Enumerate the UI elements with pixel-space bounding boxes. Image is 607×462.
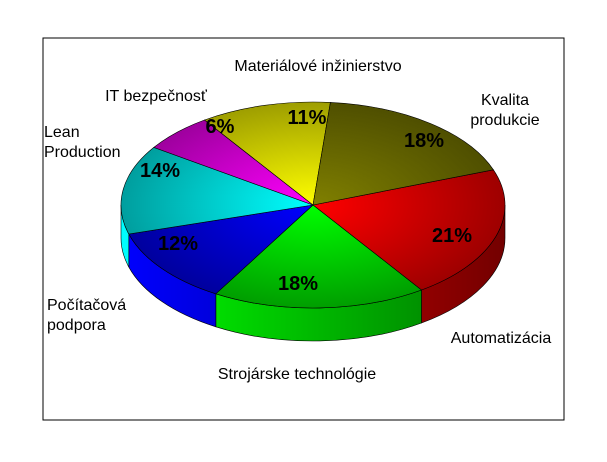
percent-label-kvalita-produkcie: 18% bbox=[404, 130, 444, 152]
category-label-pocitacova-podpora: Počítačová podpora bbox=[47, 297, 126, 334]
category-label-line: Materiálové inžinierstvo bbox=[234, 58, 401, 75]
percent-label-automatizacia: 21% bbox=[432, 225, 472, 247]
category-label-line: Strojárske technológie bbox=[218, 366, 376, 383]
pie-slice-materialove-inzinierstvo bbox=[203, 101, 331, 206]
category-labels: Automatizácia Strojárske technológie Počít… bbox=[44, 58, 551, 383]
category-label-line: Automatizácia bbox=[451, 330, 552, 347]
category-label-line: Počítačová bbox=[47, 297, 126, 314]
pie-slice-kvalita-produkcie bbox=[312, 102, 494, 206]
pie-slice-lean-production bbox=[120, 147, 314, 235]
category-label-line: IT bezpečnosť bbox=[105, 88, 208, 105]
category-label-line: Kvalita bbox=[481, 92, 529, 109]
pie-slice-automatizacia bbox=[312, 169, 506, 291]
category-label-strojarske-technologie: Strojárske technológie bbox=[218, 366, 376, 383]
category-label-lean-production: Lean Production bbox=[44, 124, 121, 161]
category-label-automatizacia: Automatizácia bbox=[451, 330, 552, 347]
percent-label-pocitacova-podpora: 12% bbox=[158, 233, 198, 255]
percent-labels: 21% 18% 12% 14% 6% 11% 18% bbox=[140, 107, 472, 295]
percent-label-lean-production: 14% bbox=[140, 160, 180, 182]
pie-tops bbox=[120, 101, 506, 309]
category-label-line: podpora bbox=[47, 317, 106, 334]
category-label-line: produkcie bbox=[470, 112, 539, 129]
category-label-line: Production bbox=[44, 144, 121, 161]
pie-sides bbox=[120, 204, 506, 342]
category-label-it-bezpecnost: IT bezpečnosť bbox=[105, 88, 208, 105]
percent-label-materialove-inzinierstvo: 11% bbox=[288, 107, 327, 129]
pie-slice-pocitacova-podpora bbox=[128, 204, 314, 295]
pie-slice-strojarske-technologie bbox=[215, 204, 423, 309]
category-label-materialove-inzinierstvo: Materiálové inžinierstvo bbox=[234, 58, 401, 75]
percent-label-strojarske-technologie: 18% bbox=[278, 273, 318, 295]
percent-label-it-bezpecnost: 6% bbox=[206, 116, 235, 138]
category-label-line: Lean bbox=[44, 124, 80, 141]
category-label-kvalita-produkcie: Kvalita produkcie bbox=[470, 92, 539, 129]
